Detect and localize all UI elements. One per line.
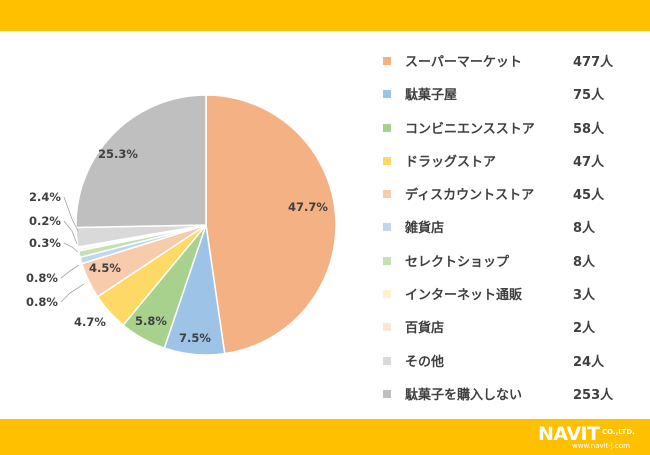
slice-percent-label: 25.3% xyxy=(98,147,138,161)
legend-count: 2人 xyxy=(573,321,596,337)
legend-swatch xyxy=(383,290,391,299)
legend-label: ドラッグストア xyxy=(405,154,497,170)
slice-percent-label: 4.7% xyxy=(74,315,106,329)
pie-slice xyxy=(75,94,207,229)
legend-count: 58人 xyxy=(573,121,605,137)
legend-count: 8人 xyxy=(573,221,596,237)
legend-item: 百貨店 2人 xyxy=(383,315,633,348)
legend-item: ドラッグストア 47人 xyxy=(383,149,633,182)
legend-label: その他 xyxy=(405,354,445,370)
top-banner xyxy=(0,0,650,31)
legend-label: コンビニエンスストア xyxy=(405,121,535,137)
legend-label: ディスカウントストア xyxy=(405,188,535,204)
legend-count: 45人 xyxy=(573,188,605,204)
legend-swatch xyxy=(383,57,391,65)
leader-line xyxy=(63,196,79,232)
legend-label: 雑貨店 xyxy=(405,221,445,237)
legend-item: インターネット通販 3人 xyxy=(383,282,633,315)
legend-swatch xyxy=(383,90,391,99)
pie-slice xyxy=(205,94,337,355)
slice-percent-label: 4.5% xyxy=(89,261,121,275)
legend-label: インターネット通販 xyxy=(405,288,523,304)
legend-count: 24人 xyxy=(573,354,605,370)
legend-swatch xyxy=(383,256,391,265)
legend-count: 75人 xyxy=(573,88,605,104)
slice-percent-label: 0.2% xyxy=(29,214,61,228)
legend-swatch xyxy=(383,389,391,398)
leader-line xyxy=(63,242,79,253)
navit-logo: NAVIT CO.,LTD. www.navit-j.com xyxy=(534,421,644,453)
legend-count: 47人 xyxy=(573,154,605,170)
slice-percent-label: 2.4% xyxy=(29,190,61,204)
legend-count: 253人 xyxy=(573,387,614,403)
legend-swatch xyxy=(383,123,391,132)
legend-label: 駄菓子を購入しない xyxy=(405,387,523,403)
legend-item: その他 24人 xyxy=(383,349,633,382)
bottom-banner xyxy=(0,419,650,455)
legend-swatch xyxy=(383,356,391,365)
leader-line xyxy=(63,220,78,245)
legend-item: 雑貨店 8人 xyxy=(383,215,633,248)
logo-company: CO.,LTD. xyxy=(602,428,635,436)
slice-percent-label: 0.8% xyxy=(26,271,58,285)
legend-item: セレクトショップ 8人 xyxy=(383,249,633,282)
legend-item: ディスカウントストア 45人 xyxy=(383,182,633,215)
leader-line xyxy=(60,264,80,279)
legend-count: 3人 xyxy=(573,288,596,304)
legend-count: 477人 xyxy=(573,55,614,70)
legend-label: 駄菓子屋 xyxy=(405,88,458,104)
logo-name: NAVIT xyxy=(538,423,600,445)
legend-item: スーパーマーケット 477人 xyxy=(383,49,633,82)
slice-percent-label: 5.8% xyxy=(135,314,167,328)
legend-swatch xyxy=(383,190,391,199)
legend-swatch xyxy=(383,223,391,232)
leader-line xyxy=(60,283,85,303)
logo-url: www.navit-j.com xyxy=(572,442,630,450)
legend-count: 8人 xyxy=(573,254,596,270)
slice-percent-label: 7.5% xyxy=(179,331,211,345)
slice-percent-label: 0.8% xyxy=(26,295,58,309)
legend-swatch xyxy=(383,323,391,332)
pie-chart: 47.7% 7.5% 5.8% 4.7% 4.5% 0.8% 0.8% 0.3% 0.2% 2.4… xyxy=(26,94,337,356)
legend-item: コンビニエンスストア 58人 xyxy=(383,116,633,149)
legend-swatch xyxy=(383,156,391,165)
legend-item: 駄菓子を購入しない 253人 xyxy=(383,382,633,415)
legend-label: スーパーマーケット xyxy=(405,55,522,70)
legend: スーパーマーケット 477人駄菓子屋 75人コンビニエンスストア 58人ドラッグストア… xyxy=(383,49,633,415)
legend-label: セレクトショップ xyxy=(405,254,510,270)
slice-percent-label: 0.3% xyxy=(29,236,61,250)
slice-percent-label: 47.7% xyxy=(288,200,328,214)
legend-item: 駄菓子屋 75人 xyxy=(383,82,633,115)
legend-label: 百貨店 xyxy=(405,321,445,337)
